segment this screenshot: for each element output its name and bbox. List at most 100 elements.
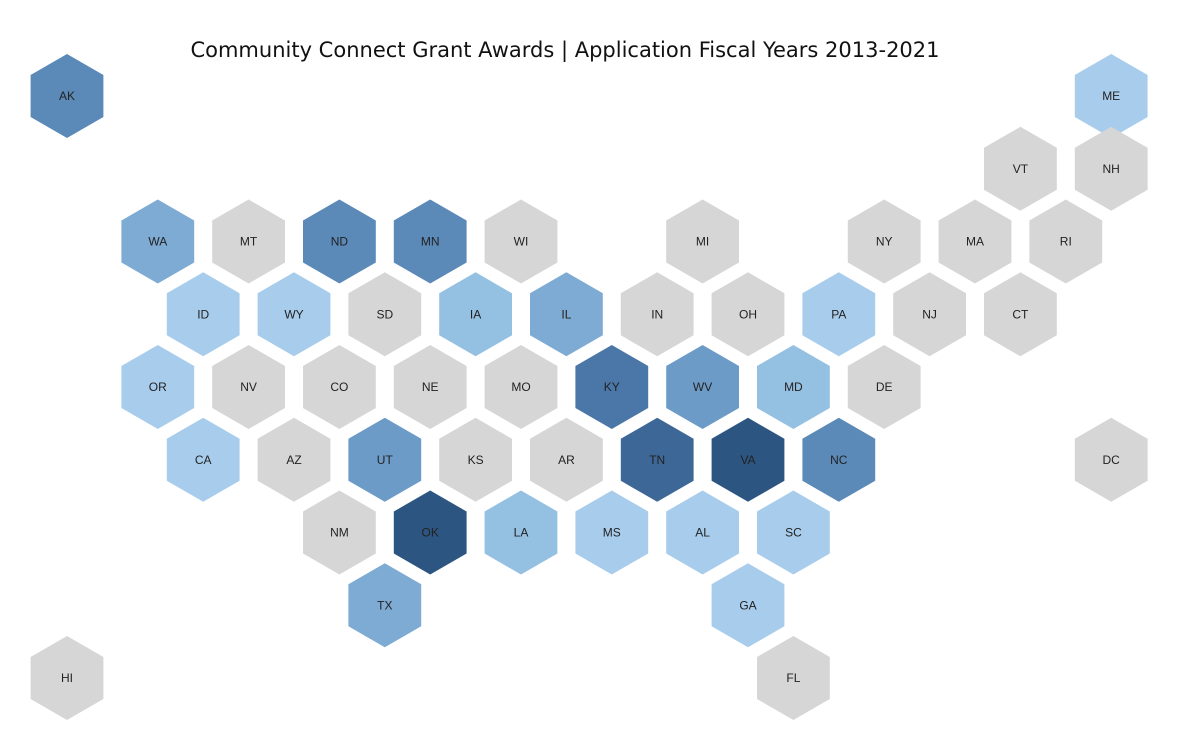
hex-tn: TN <box>620 417 694 502</box>
hex-label: NH <box>1103 162 1120 176</box>
hex-label: GA <box>739 598 756 612</box>
hex-label: NM <box>330 526 349 540</box>
hex-me: ME <box>1074 54 1148 138</box>
hex-label: CO <box>330 380 348 394</box>
hex-shape <box>212 199 285 284</box>
hex-label: RI <box>1060 235 1072 249</box>
hex-label: IL <box>561 307 571 321</box>
hex-vt: VT <box>984 126 1057 211</box>
hex-label: ID <box>197 307 209 321</box>
hex-label: MA <box>966 235 984 249</box>
hex-shape <box>1074 126 1148 211</box>
hex-ny: NY <box>847 199 921 284</box>
hex-al: AL <box>666 490 739 575</box>
hex-de: DE <box>847 345 921 429</box>
hex-label: TN <box>649 453 665 467</box>
hex-label: LA <box>514 526 529 540</box>
hex-md: MD <box>757 345 830 429</box>
hex-shape <box>711 417 785 502</box>
hex-ky: KY <box>575 345 649 429</box>
hex-shape <box>121 199 195 284</box>
hex-label: ND <box>331 235 349 249</box>
hex-shape <box>257 417 331 502</box>
hex-shape <box>847 345 921 429</box>
hex-label: SC <box>785 526 802 540</box>
hex-label: NC <box>830 453 848 467</box>
hex-nm: NM <box>303 490 376 575</box>
hex-shape <box>484 199 558 284</box>
hex-shape <box>666 490 739 575</box>
hex-oh: OH <box>711 272 785 357</box>
hex-shape <box>30 636 104 720</box>
hex-shape <box>1074 54 1148 138</box>
hex-label: DE <box>876 380 893 394</box>
hex-label: KY <box>604 380 620 394</box>
hex-shape <box>757 345 830 429</box>
hex-nv: NV <box>212 345 285 429</box>
hex-wa: WA <box>121 199 195 284</box>
hex-label: MD <box>784 380 803 394</box>
hex-co: CO <box>303 345 376 429</box>
hex-ks: KS <box>439 417 512 502</box>
hex-mt: MT <box>212 199 285 284</box>
hex-shape <box>757 636 830 720</box>
hex-label: DC <box>1103 453 1121 467</box>
hex-sd: SD <box>348 272 422 357</box>
hex-nc: NC <box>802 417 876 502</box>
hex-label: OH <box>739 307 757 321</box>
hex-ok: OK <box>393 490 467 575</box>
hex-hi: HI <box>30 636 104 720</box>
hex-ct: CT <box>984 272 1057 357</box>
hex-label: KS <box>468 453 484 467</box>
hex-fl: FL <box>757 636 830 720</box>
hex-shape <box>348 272 422 357</box>
hex-shape <box>620 272 694 357</box>
hex-label: NY <box>876 235 893 249</box>
hex-shape <box>212 345 285 429</box>
hex-shape <box>166 272 240 357</box>
hex-wv: WV <box>666 345 739 429</box>
map-title: Community Connect Grant Awards | Applica… <box>190 38 940 62</box>
hex-ca: CA <box>166 417 240 502</box>
hex-shape <box>530 272 603 357</box>
hex-shape <box>257 272 331 357</box>
hex-shape <box>802 417 876 502</box>
hex-label: VA <box>740 453 755 467</box>
hex-ar: AR <box>530 417 603 502</box>
hex-label: AZ <box>286 453 301 467</box>
hex-label: MT <box>240 235 258 249</box>
hex-ut: UT <box>348 417 422 502</box>
hex-shape <box>303 490 376 575</box>
hex-label: TX <box>377 598 392 612</box>
hex-wi: WI <box>484 199 558 284</box>
hex-shape <box>666 199 739 284</box>
hex-shape <box>30 54 104 138</box>
hex-label: AK <box>59 89 75 103</box>
hex-ri: RI <box>1029 199 1103 284</box>
hex-la: LA <box>484 490 558 575</box>
hex-shape <box>393 199 467 284</box>
hex-label: AR <box>558 453 575 467</box>
hex-in: IN <box>620 272 694 357</box>
hex-label: ME <box>1102 89 1120 103</box>
hex-tx: TX <box>348 563 422 648</box>
hex-label: OR <box>149 380 167 394</box>
hex-ma: MA <box>938 199 1012 284</box>
hex-shape <box>711 272 785 357</box>
hex-label: CA <box>195 453 212 467</box>
hex-label: PA <box>831 307 846 321</box>
hex-ga: GA <box>711 563 785 648</box>
hex-shape <box>893 272 966 357</box>
hex-shape <box>984 126 1057 211</box>
hex-label: SD <box>376 307 393 321</box>
hex-label: OK <box>422 526 439 540</box>
hex-id: ID <box>166 272 240 357</box>
hex-shape <box>620 417 694 502</box>
hex-shape <box>303 199 376 284</box>
hex-shape <box>348 563 422 648</box>
hex-label: HI <box>61 671 73 685</box>
hex-shape <box>1029 199 1103 284</box>
hex-shape <box>484 490 558 575</box>
hex-shape <box>393 490 467 575</box>
hex-shape <box>1074 417 1148 502</box>
